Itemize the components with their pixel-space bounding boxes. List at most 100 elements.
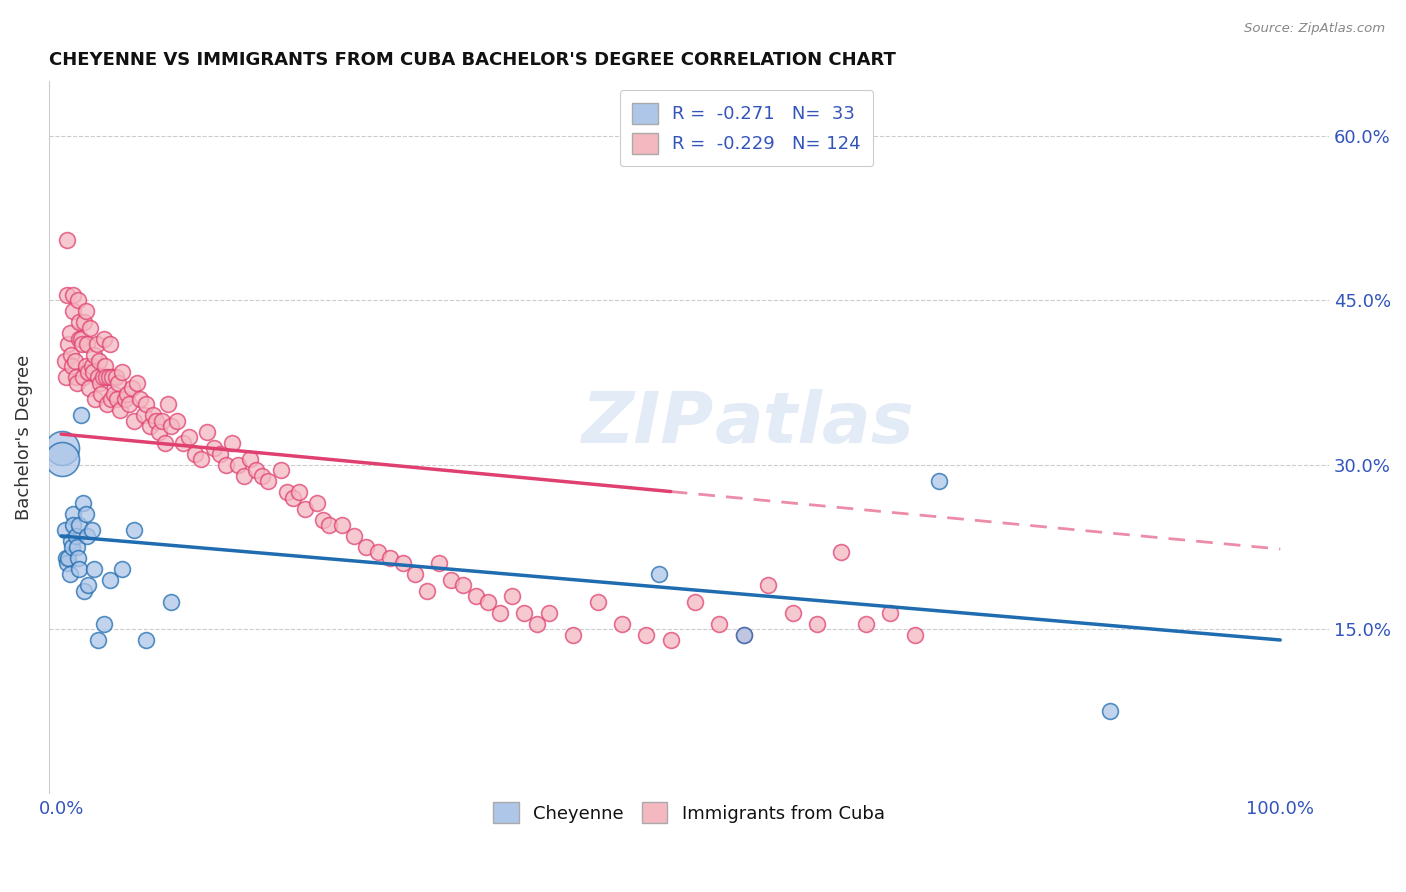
Point: [59, 326, 82, 341]
Point: [59, 567, 82, 582]
Point: [76, 337, 98, 351]
Point: [55, 550, 77, 565]
Point: [294, 501, 316, 516]
Point: [184, 447, 207, 461]
Point: [659, 632, 682, 647]
Point: [62, 507, 84, 521]
Point: [307, 496, 329, 510]
Point: [66, 540, 89, 554]
Point: [145, 414, 167, 428]
Point: [157, 397, 180, 411]
Point: [233, 468, 256, 483]
Legend: Cheyenne, Immigrants from Cuba: Cheyenne, Immigrants from Cuba: [482, 791, 896, 834]
Point: [453, 578, 475, 592]
Point: [288, 485, 311, 500]
Text: atlas: atlas: [714, 389, 914, 458]
Point: [75, 304, 97, 318]
Point: [111, 562, 134, 576]
Point: [215, 458, 238, 472]
Point: [709, 616, 731, 631]
Point: [416, 583, 439, 598]
Point: [125, 376, 148, 390]
Point: [440, 573, 463, 587]
Point: [72, 496, 94, 510]
Point: [69, 518, 91, 533]
Point: [190, 452, 212, 467]
Point: [391, 557, 413, 571]
Point: [100, 392, 122, 406]
Point: [98, 573, 121, 587]
Point: [150, 414, 173, 428]
Point: [58, 337, 80, 351]
Point: [562, 627, 585, 641]
Point: [59, 534, 82, 549]
Point: [87, 370, 110, 384]
Point: [101, 370, 124, 384]
Point: [132, 409, 155, 423]
Point: [1098, 704, 1121, 718]
Point: [98, 337, 121, 351]
Point: [135, 397, 157, 411]
Point: [69, 332, 91, 346]
Point: [62, 518, 84, 533]
Point: [903, 627, 925, 641]
Point: [879, 606, 901, 620]
Text: ZIP: ZIP: [582, 389, 714, 458]
Point: [69, 409, 91, 423]
Point: [179, 430, 201, 444]
Point: [86, 337, 108, 351]
Point: [63, 353, 86, 368]
Point: [380, 550, 402, 565]
Point: [202, 442, 225, 456]
Point: [160, 419, 183, 434]
Point: [115, 386, 138, 401]
Point: [60, 359, 83, 373]
Point: [464, 589, 486, 603]
Point: [65, 529, 87, 543]
Point: [172, 435, 194, 450]
Point: [56, 557, 79, 571]
Point: [221, 435, 243, 450]
Point: [257, 474, 280, 488]
Point: [75, 507, 97, 521]
Point: [51, 442, 73, 456]
Point: [513, 606, 536, 620]
Point: [80, 524, 103, 538]
Point: [76, 529, 98, 543]
Point: [93, 616, 115, 631]
Point: [245, 463, 267, 477]
Point: [94, 359, 117, 373]
Point: [636, 627, 658, 641]
Point: [53, 353, 76, 368]
Point: [73, 583, 96, 598]
Y-axis label: Bachelor's Degree: Bachelor's Degree: [15, 355, 32, 520]
Point: [610, 616, 633, 631]
Point: [90, 386, 112, 401]
Point: [107, 376, 129, 390]
Point: [404, 567, 426, 582]
Point: [208, 447, 231, 461]
Point: [84, 392, 107, 406]
Point: [58, 550, 80, 565]
Point: [477, 595, 499, 609]
Point: [62, 288, 84, 302]
Point: [526, 616, 548, 631]
Point: [51, 452, 73, 467]
Point: [197, 425, 219, 439]
Point: [96, 370, 118, 384]
Point: [733, 627, 755, 641]
Point: [83, 562, 105, 576]
Point: [124, 414, 146, 428]
Point: [318, 518, 340, 533]
Point: [96, 397, 118, 411]
Text: Source: ZipAtlas.com: Source: ZipAtlas.com: [1244, 22, 1385, 36]
Point: [354, 540, 377, 554]
Point: [756, 578, 779, 592]
Point: [586, 595, 609, 609]
Point: [139, 419, 162, 434]
Point: [343, 529, 366, 543]
Text: CHEYENNE VS IMMIGRANTS FROM CUBA BACHELOR'S DEGREE CORRELATION CHART: CHEYENNE VS IMMIGRANTS FROM CUBA BACHELO…: [49, 51, 896, 69]
Point: [67, 550, 90, 565]
Point: [72, 370, 94, 384]
Point: [55, 370, 77, 384]
